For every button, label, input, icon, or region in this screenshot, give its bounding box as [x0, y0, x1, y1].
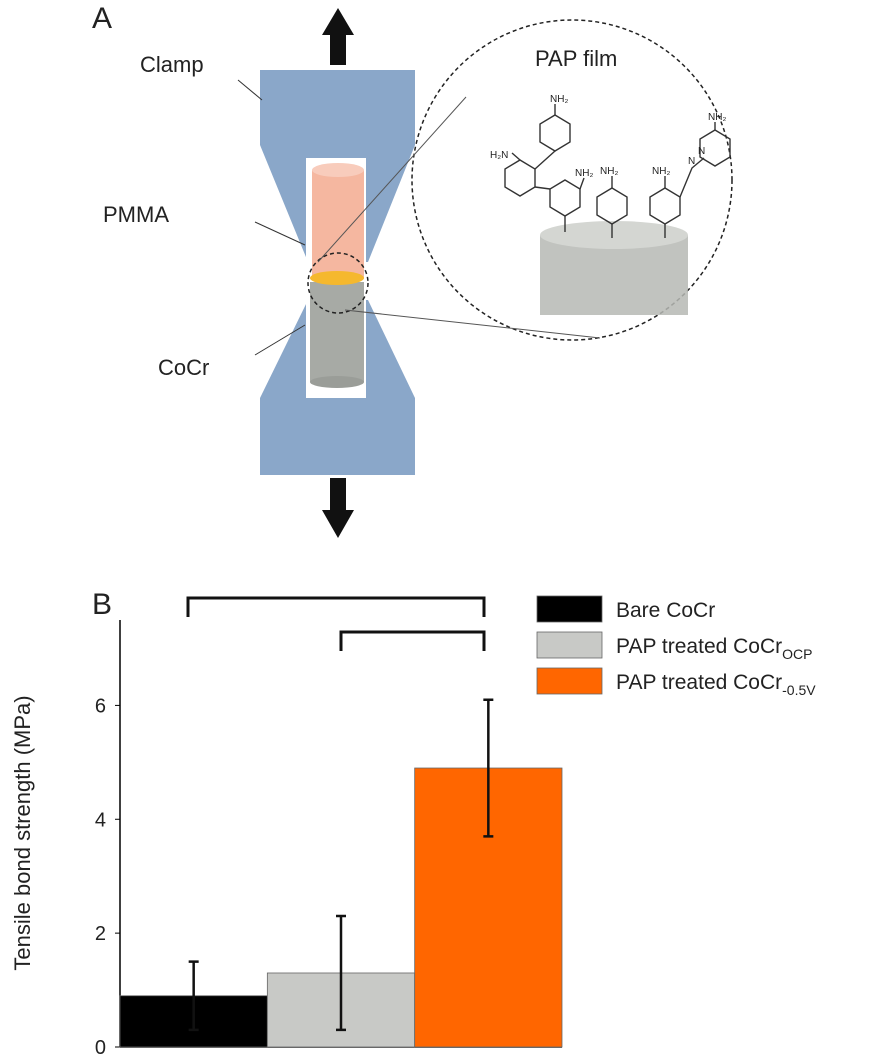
pointer [254, 324, 306, 356]
panel-label: B [92, 588, 112, 621]
chem-label: NH₂ [600, 166, 618, 177]
diagram-label: PMMA [103, 202, 169, 227]
error-bar [188, 960, 199, 1032]
molecules [504, 104, 731, 238]
significance-bracket [339, 630, 486, 651]
chem-label: N [698, 146, 705, 157]
cocr-rod [310, 282, 364, 382]
legend-name: PAP treated CoCr [616, 671, 782, 694]
legend-swatch [536, 667, 603, 695]
bar-chart: B Tensile bond strength (MPa) 0 2 4 6 Bare CoC… [10, 588, 816, 1059]
pointer [237, 79, 263, 101]
zoom-line [344, 309, 601, 339]
diagram [237, 8, 733, 538]
zoom-line [317, 96, 467, 263]
zoom-view [411, 19, 733, 341]
legend-label: PAP treated CoCr-0.5V [616, 671, 816, 698]
legend-name: PAP treated CoCr [616, 635, 782, 658]
legend-label: PAP treated CoCrOCP [616, 635, 812, 662]
diagram-label: CoCr [158, 355, 209, 380]
cocr-bottom [310, 376, 364, 388]
chem-labels: NH₂ H₂N NH₂ NH₂ NH₂ NN NH₂ [490, 94, 726, 179]
chem-label: NH₂ [575, 168, 593, 179]
arrow-down [322, 478, 354, 538]
chem-label: NH₂ [708, 112, 726, 123]
legend-name: Bare CoCr [616, 599, 715, 622]
legend-swatch [536, 595, 603, 623]
chem-label: NH₂ [550, 94, 568, 105]
arrow-up [322, 8, 354, 65]
y-tick-label: 4 [95, 809, 106, 831]
pointer [254, 221, 306, 246]
legend-subscript: OCP [782, 646, 812, 662]
legend-subscript: -0.5V [782, 682, 816, 698]
chem-label: H₂N [490, 150, 508, 161]
diagram-label: PAP film [535, 46, 617, 71]
error-bar [336, 914, 346, 1032]
film-layer [310, 271, 364, 285]
chem-label: N [688, 156, 695, 167]
surface-top [540, 221, 688, 249]
significance-bracket [186, 596, 486, 617]
pmma-rod [312, 170, 364, 278]
legend-swatch [536, 631, 603, 659]
diagram-label: Clamp [140, 52, 204, 77]
y-tick-label: 6 [95, 695, 106, 717]
y-tick-label: 0 [95, 1037, 106, 1055]
y-tick-label: 2 [95, 923, 106, 945]
pmma-top [312, 163, 364, 177]
y-axis-label: Tensile bond strength (MPa) [10, 695, 35, 970]
panel-label: A [92, 2, 112, 35]
legend-label: Bare CoCr [616, 599, 715, 622]
error-bar [483, 698, 494, 838]
zoom-circle [307, 252, 369, 314]
chem-label: NH₂ [652, 166, 670, 177]
